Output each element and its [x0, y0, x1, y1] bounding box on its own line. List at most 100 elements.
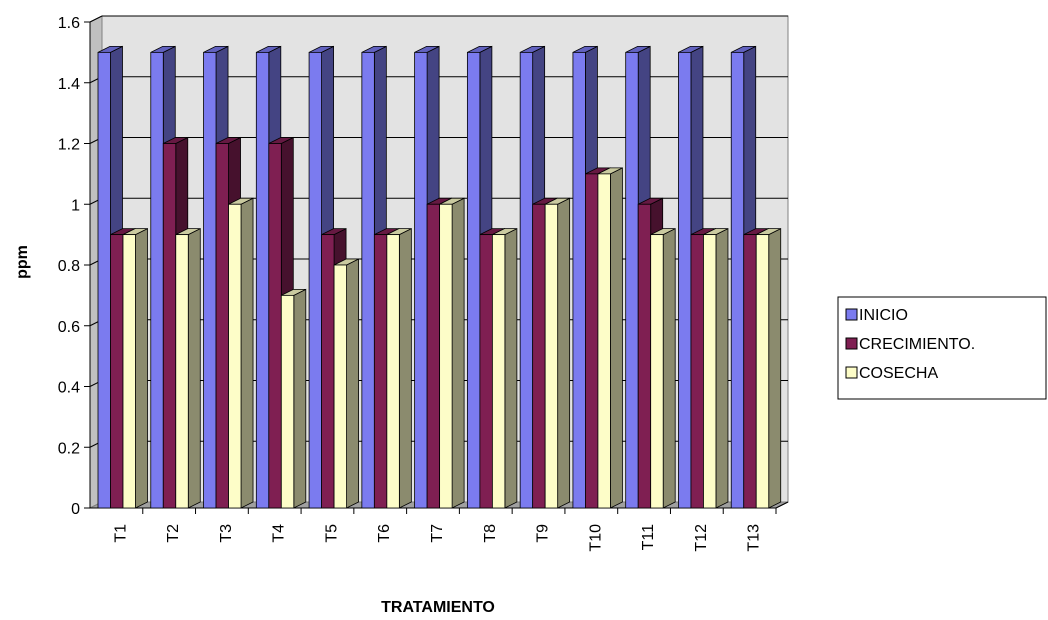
bar-side	[293, 288, 307, 509]
x-tick-label: T1	[112, 524, 129, 543]
x-tick-label: T12	[693, 524, 710, 552]
bar-front	[585, 173, 599, 509]
bar-front	[97, 51, 111, 509]
y-tick-label: 0.4	[58, 380, 80, 397]
bar-side	[610, 167, 623, 509]
bar-T4-cosecha	[280, 288, 307, 509]
bar-front	[373, 234, 388, 509]
x-tick-label: T4	[271, 524, 288, 543]
bar-front	[466, 51, 481, 509]
bar-front	[386, 234, 400, 509]
x-tick-label: T9	[535, 524, 552, 543]
bar-T10-cosecha	[597, 167, 623, 509]
bar-front	[122, 234, 136, 509]
bar-front	[755, 234, 770, 509]
legend-label: COSECHA	[859, 365, 938, 382]
bar-T9-cosecha	[544, 197, 571, 509]
bar-front	[228, 203, 242, 509]
y-tick-label: 0.2	[58, 440, 80, 457]
y-tick-label: 1.2	[58, 137, 80, 154]
y-tick-label: 1	[71, 197, 80, 214]
bar-T11-cosecha	[650, 227, 676, 509]
bar-side	[240, 197, 254, 509]
y-axis-title: ppm	[14, 245, 31, 279]
legend-swatch	[845, 366, 858, 379]
bar-front	[280, 294, 295, 509]
bar-front	[361, 51, 375, 509]
bar-front	[414, 51, 428, 509]
legend-label: INICIO	[859, 307, 908, 324]
bar-side	[557, 197, 571, 509]
gridline-side	[89, 15, 103, 23]
x-tick-label: T10	[587, 524, 604, 552]
x-tick-label: T2	[165, 524, 182, 543]
x-axis-title: TRATAMIENTO	[381, 599, 495, 616]
bar-front	[678, 51, 692, 509]
bar-side	[504, 227, 518, 509]
bar-front	[175, 234, 189, 509]
bar-front	[625, 51, 639, 509]
x-axis-end	[775, 501, 789, 509]
x-tick-label: T11	[640, 524, 657, 550]
bar-front	[110, 234, 124, 509]
y-tick-label: 0	[71, 501, 80, 518]
bar-side	[398, 227, 412, 509]
y-tick-labels: 0 0.2 0.4 0.6 0.8 1 1.2 1.4 1.6	[58, 15, 80, 518]
bar-T7-cosecha	[439, 197, 465, 509]
y-tick-label: 0.6	[58, 319, 80, 336]
bar-front	[321, 234, 335, 509]
bar-front	[333, 264, 347, 509]
y-tick-label: 1.4	[58, 76, 80, 93]
bar-front	[703, 234, 717, 509]
x-tick-label: T6	[376, 524, 393, 543]
bar-T13-cosecha	[755, 227, 782, 509]
x-tick-label: T5	[323, 524, 340, 543]
bar-front	[637, 203, 652, 509]
bar-T2-cosecha	[175, 227, 201, 509]
bar-T5-cosecha	[333, 258, 359, 509]
bar-front	[597, 173, 611, 509]
bar-front	[426, 203, 441, 509]
bar-front	[162, 143, 177, 509]
x-tick-labels: T1 T2 T3 T4 T5 T6 T7 T8 T9 T10 T11 T12 T13	[112, 524, 762, 552]
bar-front	[150, 51, 164, 509]
legend-box	[837, 296, 1047, 400]
bar-front	[572, 51, 586, 509]
bar-front	[519, 51, 534, 509]
bar-T1-cosecha	[122, 227, 148, 509]
legend-label: CRECIMIENTO.	[859, 336, 975, 353]
legend-swatch	[845, 308, 858, 321]
bar-front	[215, 143, 229, 509]
bar-front	[730, 51, 745, 509]
y-tick-label: 0.8	[58, 258, 80, 275]
legend: INICIO CRECIMIENTO. COSECHA	[837, 296, 1047, 400]
bar-front	[544, 203, 559, 509]
bar-side	[451, 197, 465, 509]
bar-front	[479, 234, 493, 509]
bar-side	[346, 258, 359, 509]
bars	[97, 45, 782, 509]
bar-T3-cosecha	[228, 197, 254, 509]
x-tick-label: T8	[482, 524, 499, 543]
bar-front	[255, 51, 270, 509]
bar-front	[491, 234, 506, 509]
bar-side	[135, 227, 148, 509]
bar-T6-cosecha	[386, 227, 412, 509]
x-tick-label: T7	[429, 524, 446, 543]
bar-side	[187, 227, 201, 509]
bar-side	[768, 227, 782, 509]
bar-side	[715, 227, 729, 509]
legend-swatch	[845, 337, 858, 350]
y-tick-label: 1.6	[58, 15, 80, 32]
bar-side	[662, 227, 676, 509]
bar-T12-cosecha	[703, 227, 729, 509]
bar-T8-cosecha	[491, 227, 518, 509]
bar-front	[650, 234, 664, 509]
bar-front	[690, 234, 704, 509]
x-tick-label: T3	[218, 524, 235, 543]
bar-front	[439, 203, 453, 509]
bar-front	[308, 51, 322, 509]
bar-front	[743, 234, 757, 509]
